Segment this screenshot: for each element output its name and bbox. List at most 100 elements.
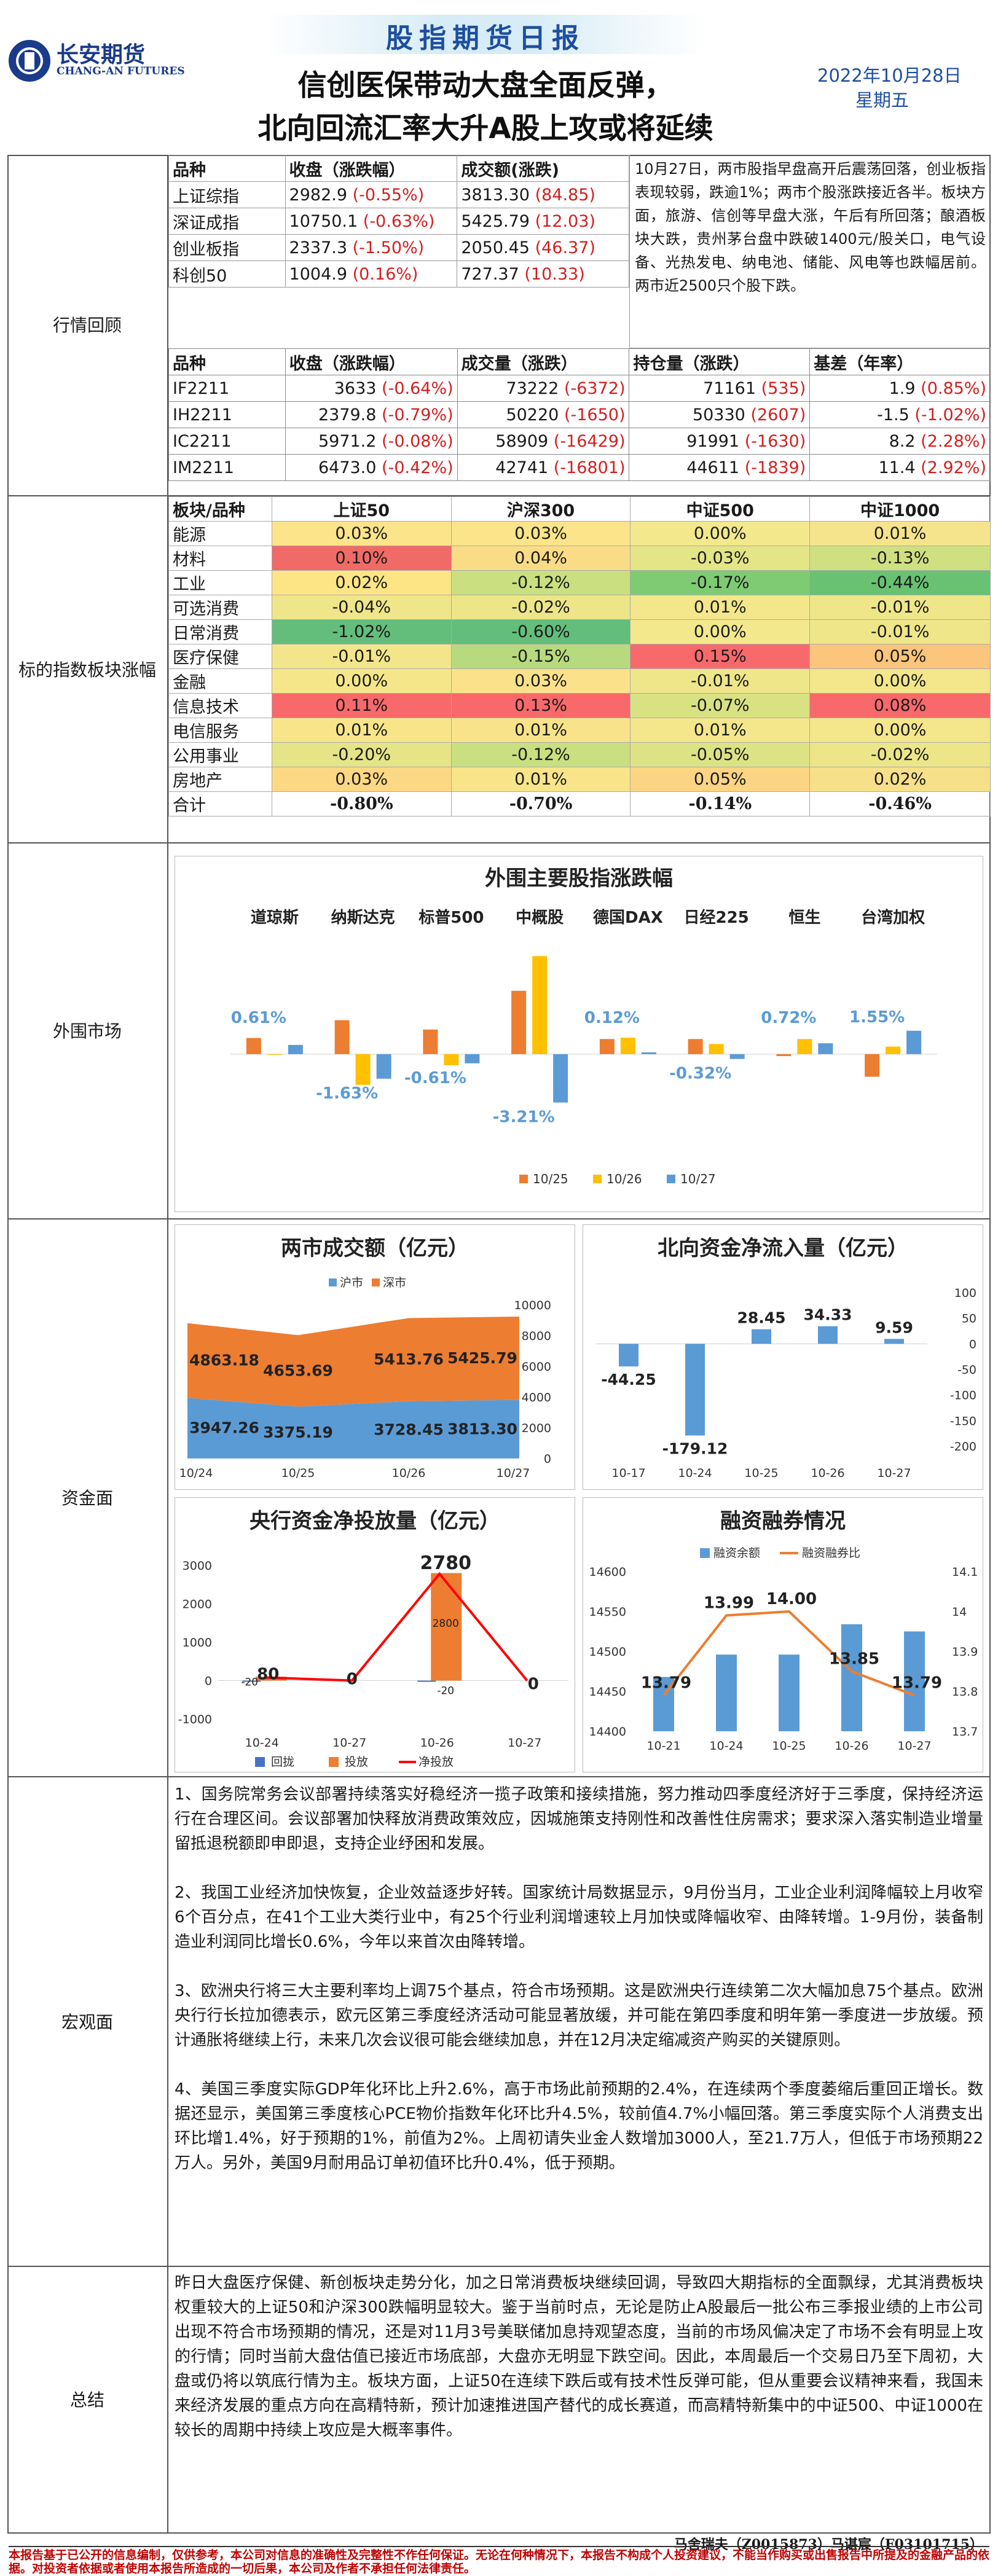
overseas-chart-panel: 外围主要股指涨跌幅 道琼斯 纳斯达克 标普500 中概股 德国DAX 日经225 恒生 台湾加… — [175, 856, 983, 1212]
col-header: 成交额(涨跌) — [457, 155, 629, 182]
bar-10-27 — [906, 1030, 922, 1054]
section-label-sector: 标的指数板块涨幅 — [7, 496, 168, 844]
heatmap-cell: -0.15% — [450, 644, 631, 669]
index-pct: (0.16%) — [352, 264, 418, 284]
pboc-chart-panel: 央行资金净投放量（亿元） 3000 2000 1000 0 -1000 -20 2800 -2… — [175, 1497, 575, 1772]
index-close: 2337.3 — [289, 238, 348, 257]
contract-pct: (-0.64%) — [382, 378, 454, 398]
heatmap-cell: -0.07% — [630, 693, 811, 718]
data-label: 0.12% — [584, 1009, 640, 1027]
heatmap-total-row: 合计 -0.80% -0.70% -0.14% -0.46% — [168, 791, 991, 816]
x-tick-label: 10-25 — [744, 1466, 778, 1480]
col-header: 上证50 — [271, 496, 452, 522]
heatmap-cell: -0.02% — [450, 595, 631, 620]
contract-name: IM2211 — [168, 454, 286, 481]
x-tick-label: 10-27 — [897, 1739, 931, 1753]
y-tick-label: 6000 — [522, 1360, 551, 1374]
data-label: 34.33 — [803, 1306, 852, 1324]
bar-10-27 — [641, 1052, 656, 1054]
contract-pct: (-0.42%) — [382, 458, 454, 477]
data-label-shanghai: 3947.26 — [189, 1419, 259, 1437]
section-label-market-review: 行情回顾 — [7, 155, 168, 496]
chart-title: 两市成交额（亿元） — [281, 1236, 469, 1261]
report-title: 股指期货日报 — [386, 23, 585, 54]
area-shenzhen — [187, 1317, 519, 1407]
contract-close: 2379.8 — [318, 405, 377, 425]
heatmap-cell: 0.00% — [630, 521, 811, 546]
x-tick-label: 10-25 — [772, 1739, 806, 1753]
legend-swatch — [667, 1175, 675, 1183]
total-label: 合计 — [168, 791, 272, 816]
x-tick-label: 10/27 — [497, 1466, 530, 1480]
heatmap-cell: -0.12% — [450, 570, 631, 595]
contract-name: IF2211 — [168, 375, 286, 402]
contract-volume-change: (-1650) — [564, 405, 626, 425]
line-label: 80 — [257, 1666, 279, 1684]
contract-volume: 50220 — [506, 405, 559, 425]
bar-northbound — [884, 1339, 904, 1344]
x-tick-label: 10-26 — [420, 1736, 454, 1750]
sector-heatmap-table: 板块/品种 上证50 沪深300 中证500 中证1000 能源 0.03% 0.0… — [168, 496, 991, 816]
y-tick-label: 14400 — [589, 1725, 626, 1739]
bar-10-26 — [532, 956, 548, 1054]
legend-swatch — [519, 1175, 528, 1183]
contract-close: 3633 — [334, 378, 377, 398]
contract-oi: 44611 — [686, 458, 740, 477]
disclaimer: 本报告基于已公开的信息编制，仅供参考，本公司对信息的准确性及完整性不作任何保证。… — [9, 2548, 990, 2575]
category-label: 中概股 — [516, 909, 564, 927]
contract-pct: (-0.79%) — [382, 405, 454, 425]
line-net-injection — [264, 1572, 528, 1682]
bar-10-25 — [246, 1038, 261, 1054]
bar-label: -20 — [241, 1677, 258, 1689]
y-tick-label: 100 — [954, 1286, 976, 1300]
heatmap-cell: -0.13% — [809, 546, 991, 571]
heatmap-row: 公用事业 -0.20% -0.12% -0.05% -0.02% — [168, 742, 991, 767]
contract-oi: 71161 — [703, 378, 756, 398]
sector-name: 电信服务 — [168, 718, 272, 743]
data-label-shenzhen: 5413.76 — [374, 1350, 444, 1368]
contract-basis: -1.5 — [877, 405, 910, 425]
margin-chart: 14600 14550 14500 14450 14400 14.1 14 13.9 13.8 1… — [589, 1546, 978, 1753]
contract-basis: 11.4 — [878, 458, 916, 477]
y-tick-label: -1000 — [178, 1713, 212, 1726]
index-amount-change: (46.37) — [535, 238, 595, 257]
y-tick-label: 0 — [205, 1675, 212, 1688]
heatmap-cell: 0.03% — [271, 767, 452, 792]
index-name: 创业板指 — [168, 234, 286, 261]
y-tick-label-right: 13.7 — [952, 1725, 978, 1739]
contract-volume: 58909 — [495, 431, 549, 451]
contract-basis-rate: (-1.02%) — [914, 405, 986, 425]
chart-title: 外围主要股指涨跌幅 — [485, 866, 673, 891]
sector-name: 日常消费 — [168, 619, 272, 644]
futures-table: 品种 收盘（涨跌幅） 成交量（涨跌） 持仓量（涨跌） 基差（年率） IF2211… — [168, 348, 991, 481]
y-tick-label: 2000 — [522, 1422, 551, 1435]
bar-label: 2800 — [433, 1618, 459, 1630]
bar-10-27 — [729, 1054, 745, 1059]
x-tick-label: 10-21 — [646, 1739, 680, 1753]
macro-section: 宏观面 1、国务院常务会议部署持续落实好稳经济一揽子政策和接续措施，努力推动四季… — [7, 1777, 991, 2267]
contract-oi: 91991 — [686, 431, 740, 451]
index-amount-change: (12.03) — [535, 211, 595, 231]
line-label: 13.99 — [704, 1594, 754, 1613]
table-row: 深证成指 10750.1 (-0.63%) 5425.79 (12.03) — [168, 208, 629, 235]
data-label-shenzhen: 4653.69 — [263, 1361, 333, 1379]
col-header: 持仓量（涨跌） — [629, 348, 811, 375]
heatmap-header: 板块/品种 上证50 沪深300 中证500 中证1000 — [168, 496, 991, 522]
bar-10-27 — [288, 1044, 303, 1054]
heatmap-cell: -1.02% — [271, 619, 452, 644]
section-label-overseas: 外围市场 — [7, 844, 168, 1219]
section-label-summary: 总结 — [7, 2267, 168, 2534]
contract-name: IC2211 — [168, 428, 286, 455]
sector-name: 工业 — [168, 570, 272, 595]
x-tick-label: 10-24 — [678, 1466, 712, 1480]
category-label: 恒生 — [788, 909, 820, 927]
data-label-shenzhen: 5425.79 — [447, 1349, 517, 1367]
legend-swatch — [329, 1278, 337, 1286]
y-tick-label: -100 — [950, 1389, 976, 1403]
heatmap-cell: -0.17% — [630, 570, 811, 595]
index-close: 1004.9 — [289, 264, 348, 284]
bar-10-25 — [334, 1020, 350, 1054]
heatmap-cell: 0.01% — [630, 718, 811, 743]
bar-10-25 — [599, 1039, 615, 1054]
report-date: 2022年10月28日 — [817, 65, 962, 86]
